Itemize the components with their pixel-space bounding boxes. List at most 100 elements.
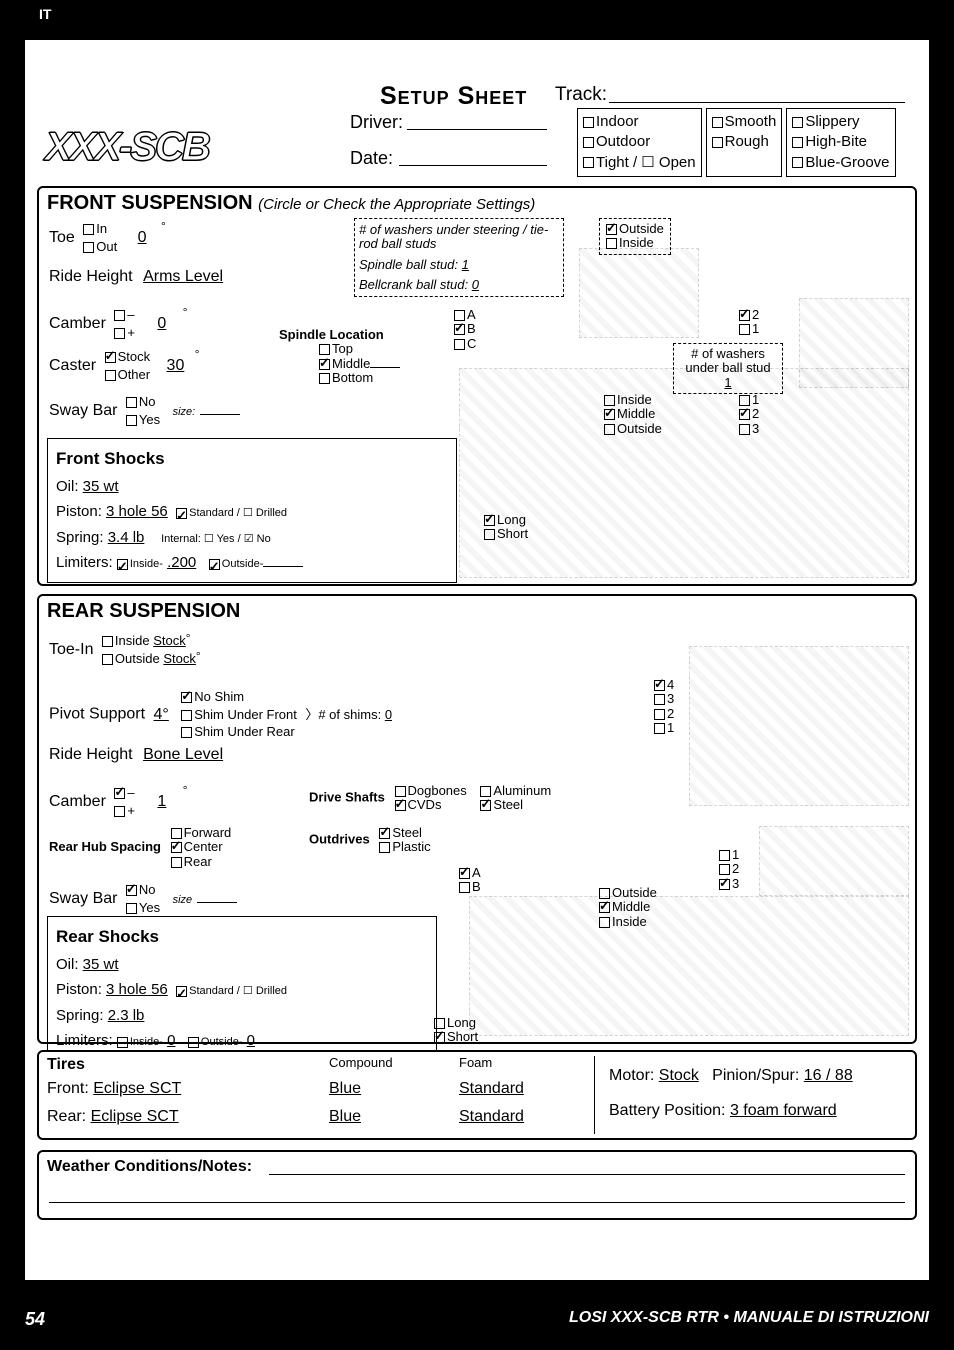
check-rr2[interactable] [719,864,730,875]
check-out-plastic[interactable] [379,842,390,853]
front-piston[interactable]: 3 hole 56 [106,503,168,520]
pinion-value[interactable]: 16 / 88 [804,1067,853,1084]
check-spindle-bottom[interactable] [319,373,330,384]
date-line[interactable] [399,165,547,166]
check-shim-rear[interactable] [181,727,192,738]
shims-value[interactable]: 0 [385,707,392,722]
check-r4[interactable] [654,680,665,691]
track-line[interactable] [609,102,905,103]
date-label: Date: [350,148,393,169]
check-front-std[interactable] [176,508,187,519]
front-oil[interactable]: 35 wt [83,478,119,495]
check-outdoor[interactable] [583,137,594,148]
check-c[interactable] [454,339,465,350]
check-bluegroove[interactable] [792,157,803,168]
check-r2a[interactable] [654,709,665,720]
front-lim-out[interactable] [263,566,303,567]
rear-ride-value[interactable]: Bone Level [143,746,223,763]
check-rear-lim-out[interactable] [188,1037,199,1048]
check-noshim[interactable] [181,692,192,703]
ride-height-value[interactable]: Arms Level [143,268,223,285]
rear-piston[interactable]: 3 hole 56 [106,981,168,998]
check-rear-b[interactable] [459,882,470,893]
tire-front[interactable]: Eclipse SCT [93,1080,181,1097]
check-row2[interactable] [739,310,750,321]
spindle-stud-value[interactable]: 1 [462,257,469,272]
check-rough[interactable] [712,137,723,148]
check-hub-center[interactable] [171,842,182,853]
check-toe-in[interactable] [83,224,94,235]
check-rcamber-minus[interactable] [114,788,125,799]
pivot-value[interactable]: 4° [154,706,169,723]
opt-highbite: High-Bite [805,133,867,150]
check-row1[interactable] [739,324,750,335]
check-cvds[interactable] [395,800,406,811]
check-spindle-middle[interactable] [319,359,330,370]
check-rear-lim-in[interactable] [117,1037,128,1048]
tire-front-comp[interactable]: Blue [329,1080,361,1098]
check-toe-out[interactable] [83,242,94,253]
check-hub-rear[interactable] [171,857,182,868]
front-lim-in[interactable]: .200 [167,554,196,571]
swaybar-size-label: size: [173,406,196,418]
driver-line[interactable] [407,129,547,130]
check-caster-other[interactable] [105,370,116,381]
check-rear-a[interactable] [459,868,470,879]
swaybar-size-value[interactable] [200,414,240,415]
check-caster-stock[interactable] [105,352,116,363]
toein-outside-val[interactable]: Stock [163,651,196,666]
check-rcamber-plus[interactable] [114,806,125,817]
check-rswaybar-no[interactable] [126,885,137,896]
rear-lim-out[interactable]: 0 [247,1032,255,1049]
caster-value[interactable]: 30 [161,357,191,374]
check-outside[interactable] [606,224,617,235]
check-camber-minus[interactable] [114,310,125,321]
check-shim-front[interactable] [181,710,192,721]
check-toein-inside[interactable] [102,636,113,647]
rear-spring[interactable]: 2.3 lb [108,1007,145,1024]
check-out-steel[interactable] [379,828,390,839]
check-highbite[interactable] [792,137,803,148]
check-rear-std[interactable] [176,986,187,997]
opt-smooth: Smooth [725,113,777,130]
check-slippery[interactable] [792,117,803,128]
check-r3a[interactable] [654,694,665,705]
toe-value[interactable]: 0 [128,229,157,246]
check-rr3[interactable] [719,879,730,890]
check-swaybar-no[interactable] [126,397,137,408]
check-front-lim-in[interactable] [117,559,128,570]
tire-rear-foam[interactable]: Standard [459,1108,524,1126]
hub-label: Rear Hub Spacing [49,839,161,854]
tire-front-foam[interactable]: Standard [459,1080,524,1098]
check-rr1[interactable] [719,850,730,861]
check-steel[interactable] [480,800,491,811]
rear-oil[interactable]: 35 wt [83,956,119,973]
tire-rear-comp[interactable]: Blue [329,1108,361,1126]
check-rswaybar-yes[interactable] [126,903,137,914]
check-tight[interactable] [583,157,594,168]
check-spindle-top[interactable] [319,344,330,355]
check-r1a[interactable] [654,723,665,734]
check-indoor[interactable] [583,117,594,128]
rear-swaybar-size[interactable] [197,902,237,903]
rear-tower-diagram [689,646,909,806]
check-toein-outside[interactable] [102,654,113,665]
rear-lim-in[interactable]: 0 [167,1032,175,1049]
battery-value[interactable]: 3 foam forward [730,1102,837,1119]
check-camber-plus[interactable] [114,328,125,339]
check-swaybar-yes[interactable] [126,415,137,426]
weather-line-1[interactable] [269,1174,905,1175]
bellcrank-stud-value[interactable]: 0 [472,277,479,292]
check-b[interactable] [454,324,465,335]
camber-value[interactable]: 0 [145,315,178,332]
pivot-label: Pivot Support [49,706,145,723]
rear-suspension-panel: REAR SUSPENSION Toe-In Inside Stock° Out… [37,594,917,1044]
toein-inside-val[interactable]: Stock [153,633,186,648]
weather-line-2[interactable] [49,1202,905,1203]
check-smooth[interactable] [712,117,723,128]
check-front-lim-out[interactable] [209,559,220,570]
rear-camber-value[interactable]: 1 [145,793,178,810]
motor-value[interactable]: Stock [659,1067,699,1084]
front-spring[interactable]: 3.4 lb [108,529,145,546]
tire-rear[interactable]: Eclipse SCT [91,1108,179,1125]
